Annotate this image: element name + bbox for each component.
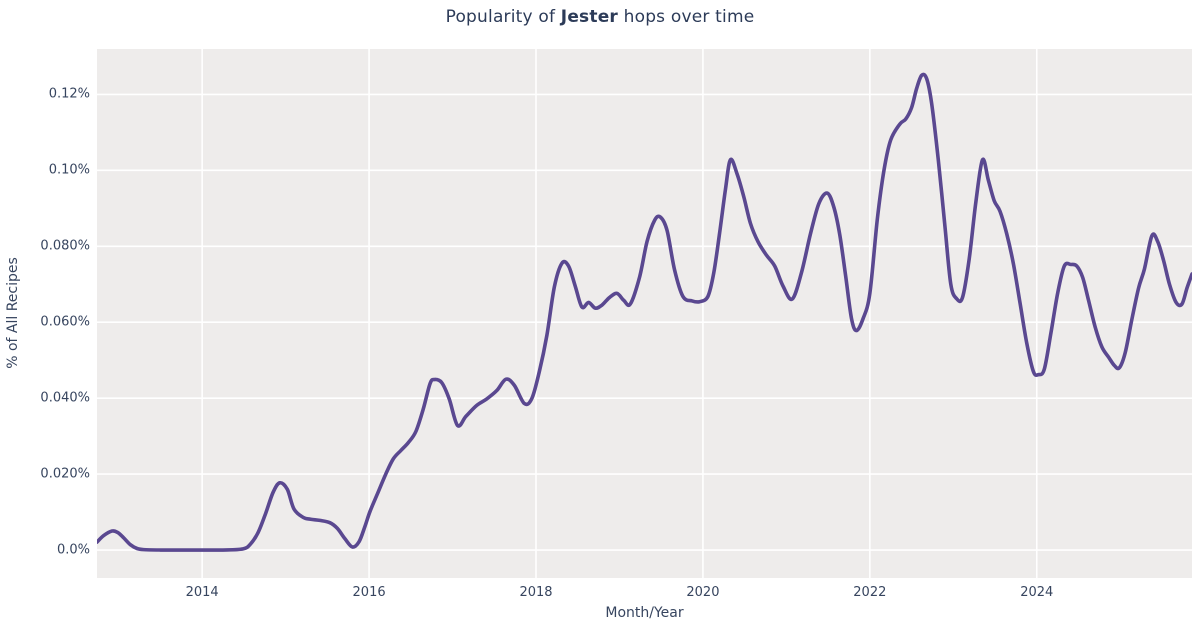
y-tick-label: 0.020% — [40, 466, 90, 482]
x-tick-label: 2024 — [1020, 585, 1054, 600]
chart-title-hop-name: Jester — [560, 7, 619, 27]
x-tick-label: 2020 — [686, 585, 720, 600]
plot-background — [97, 49, 1192, 578]
y-tick-label: 0.0% — [56, 542, 90, 558]
chart-title: Popularity of Jester hops over time — [0, 7, 1200, 27]
x-tick-label: 2022 — [853, 585, 887, 600]
y-tick-label: 0.040% — [40, 390, 90, 406]
x-tick-label: 2018 — [519, 585, 553, 600]
chart-title-suffix: hops over time — [618, 7, 755, 27]
y-tick-label: 0.080% — [40, 238, 90, 254]
y-axis-label: % of All Recipes — [5, 257, 21, 369]
jester-popularity-line — [97, 72, 1192, 552]
x-axis-label: Month/Year — [605, 605, 684, 621]
chart-title-prefix: Popularity of — [445, 7, 561, 27]
y-tick-label: 0.10% — [48, 162, 90, 178]
y-tick-label: 0.12% — [48, 86, 90, 102]
gridlines — [97, 49, 1192, 578]
x-tick-label: 2016 — [352, 585, 386, 600]
x-tick-label: 2014 — [185, 585, 219, 600]
y-tick-label: 0.060% — [40, 314, 90, 330]
